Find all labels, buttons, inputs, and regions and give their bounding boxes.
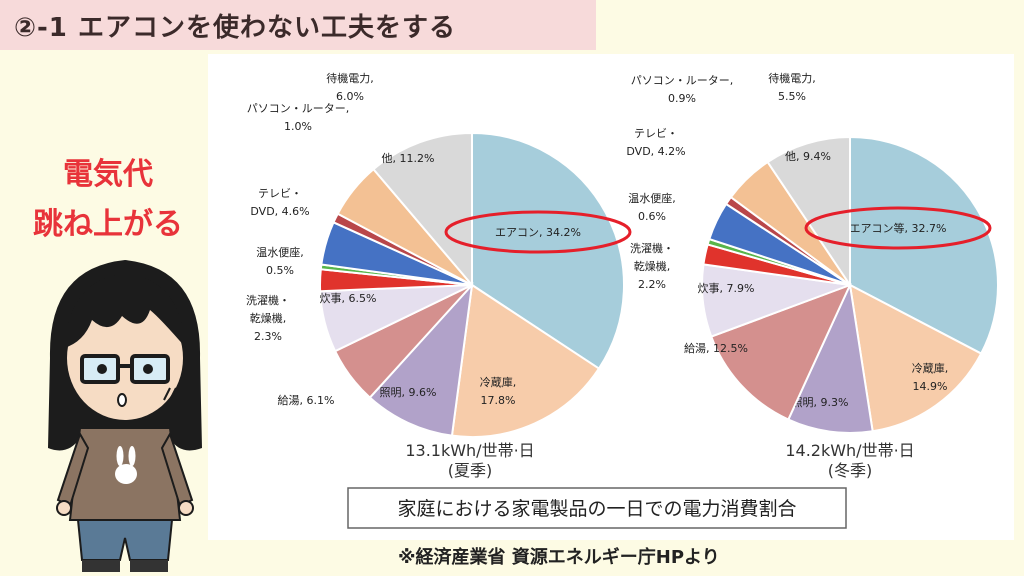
data-label-aircon: エアコン等, 32.7% <box>850 221 947 235</box>
data-label-toilet: 温水便座, 0.5% <box>256 245 304 277</box>
source-credit: ※経済産業省 資源エネルギー庁HPより <box>398 547 720 568</box>
mascot-illustration <box>48 260 202 572</box>
chart-caption-total: 13.1kWh/世帯·日 <box>405 441 534 460</box>
data-label-water_heater: 給湯, 6.1% <box>278 393 335 407</box>
data-label-other: 他, 9.4% <box>785 150 831 163</box>
data-label-laundry: 洗濯機・乾燥機, 2.2% <box>630 241 674 291</box>
data-label-pc: パソコン・ルーター, 1.0% <box>247 102 350 133</box>
data-label-toilet: 温水便座, 0.6% <box>628 191 676 223</box>
pie-slice-lighting <box>368 281 474 437</box>
side-caption-line1: 電気代 <box>63 157 153 192</box>
figure-caption-box <box>347 487 847 529</box>
pie-slice-fridge <box>450 283 601 438</box>
pie-slice-aircon <box>849 135 999 355</box>
data-label-tv: テレビ・ DVD, 4.2% <box>626 127 685 158</box>
data-label-cooking: 炊事, 6.5% <box>320 292 377 305</box>
data-label-standby: 待機電力, 5.5% <box>768 71 816 103</box>
highlight-ring <box>804 206 992 250</box>
figure-caption: 家庭における家電製品の一日での電力消費割合 <box>397 498 796 520</box>
data-label-fridge: 冷蔵庫, 14.9% <box>912 361 949 393</box>
side-caption: 電気代 跳ね上がる <box>8 150 208 250</box>
page-title: ②-1 エアコンを使わない工夫をする <box>14 12 456 43</box>
pie-slice-water_heater <box>710 283 852 421</box>
data-label-pc: パソコン・ルーター, 0.9% <box>631 74 734 105</box>
data-label-lighting: 照明, 9.3% <box>792 396 849 409</box>
data-label-aircon: エアコン, 34.2% <box>495 226 581 239</box>
side-caption-line2: 跳ね上がる <box>33 207 183 242</box>
pie-slice-other <box>372 131 473 288</box>
pie-slice-other <box>766 135 851 289</box>
pie-charts: エアコン, 34.2% 冷蔵庫, 17.8% 照明, 9.6% 給湯, 6.1% 炊事, … <box>246 71 999 529</box>
chart-caption-season: (夏季) <box>448 461 493 480</box>
pie-slice-fridge <box>848 283 983 433</box>
data-label-laundry: 洗濯機・乾燥機, 2.3% <box>246 293 290 343</box>
chart-caption-season: (冬季) <box>828 461 873 480</box>
figure-panel: エアコン, 34.2% 冷蔵庫, 17.8% 照明, 9.6% 給湯, 6.1% 炊事, … <box>208 54 1014 540</box>
data-label-cooking: 炊事, 7.9% <box>698 282 755 295</box>
data-label-lighting: 照明, 9.6% <box>380 386 437 399</box>
data-label-tv: テレビ・ DVD, 4.6% <box>250 187 309 218</box>
chart-caption-total: 14.2kWh/世帯·日 <box>785 441 914 460</box>
pie-slice-lighting <box>786 281 874 434</box>
data-label-standby: 待機電力, 6.0% <box>326 71 374 103</box>
highlight-ring <box>444 210 632 254</box>
data-label-other: 他, 11.2% <box>382 152 435 165</box>
title-banner: ②-1 エアコンを使わない工夫をする <box>0 0 596 50</box>
data-label-fridge: 冷蔵庫, 17.8% <box>480 375 517 407</box>
data-label-water_heater: 給湯, 12.5% <box>684 341 748 355</box>
